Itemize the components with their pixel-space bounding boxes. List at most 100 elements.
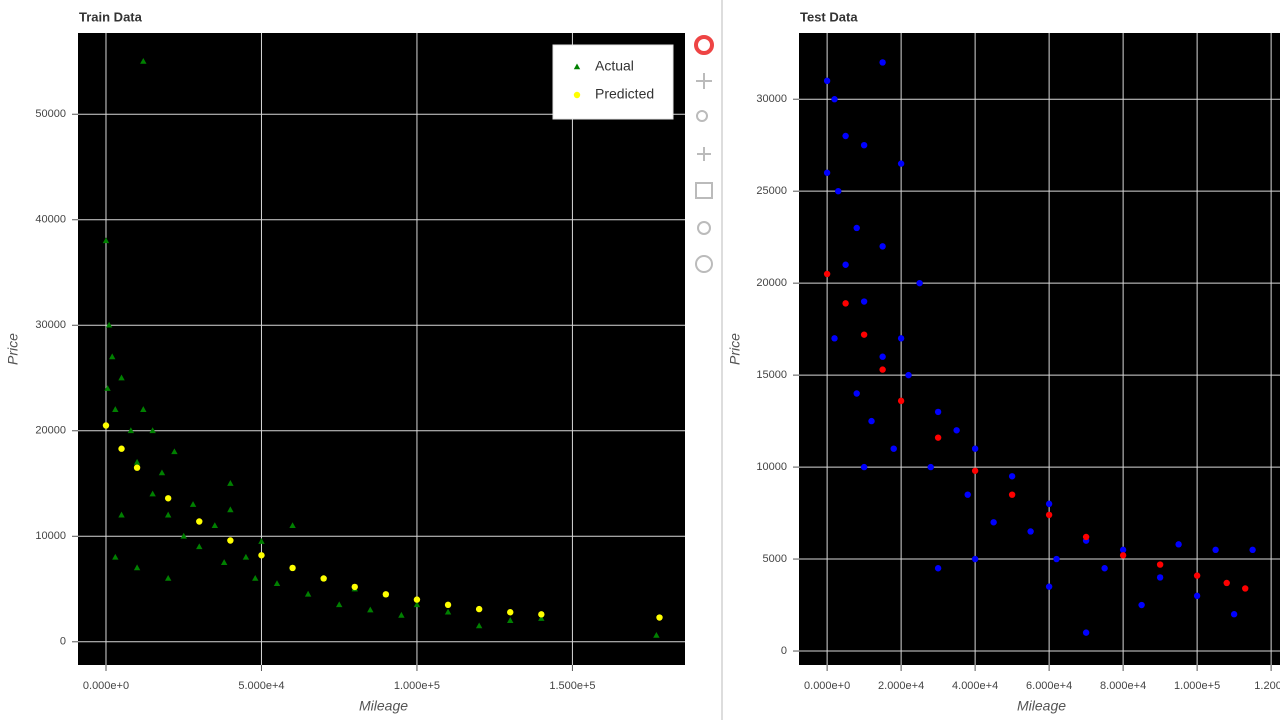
point xyxy=(879,59,886,66)
toolbar xyxy=(694,35,714,273)
y-tick-label: 0 xyxy=(781,645,787,657)
series xyxy=(823,59,1256,636)
x-tick-label: 4.000e+4 xyxy=(952,680,998,692)
point xyxy=(140,406,147,412)
point xyxy=(118,374,125,381)
point xyxy=(853,390,860,397)
point xyxy=(1156,561,1164,568)
point xyxy=(133,464,141,471)
x-tick-label: 0.000e+0 xyxy=(804,680,850,692)
point xyxy=(1045,511,1053,519)
point xyxy=(242,553,250,560)
point xyxy=(475,605,483,613)
point xyxy=(102,422,110,429)
x-tick-label: 1.000e+5 xyxy=(1174,680,1220,692)
point xyxy=(1008,491,1016,498)
point xyxy=(382,591,390,598)
point xyxy=(351,583,358,591)
point xyxy=(507,609,514,616)
point xyxy=(105,321,113,328)
point xyxy=(1175,541,1182,548)
save-tool[interactable] xyxy=(695,182,713,199)
point xyxy=(320,575,327,582)
point xyxy=(109,353,116,360)
legend-box xyxy=(552,44,674,120)
point xyxy=(180,532,187,539)
point xyxy=(656,614,663,621)
point xyxy=(227,537,234,544)
pan-tool[interactable] xyxy=(696,73,712,89)
point xyxy=(842,300,849,307)
point xyxy=(258,538,265,544)
help-tool[interactable] xyxy=(695,255,713,273)
y-axis-label: Price xyxy=(727,333,743,365)
y-tick-label: 20000 xyxy=(35,425,66,437)
y-tick-label: 20000 xyxy=(756,277,787,289)
legend-label: Predicted xyxy=(595,86,654,102)
point xyxy=(475,622,483,629)
point xyxy=(1230,611,1238,618)
point xyxy=(934,434,942,441)
y-tick-label: 10000 xyxy=(756,461,787,473)
point xyxy=(835,187,842,195)
point xyxy=(252,574,259,581)
x-tick-label: 2.000e+4 xyxy=(878,680,924,692)
point xyxy=(336,601,343,608)
legend-marker xyxy=(573,63,581,70)
point xyxy=(1045,500,1053,508)
series xyxy=(823,270,1249,592)
point xyxy=(953,427,960,434)
x-tick-label: 6.000e+4 xyxy=(1026,680,1072,692)
point xyxy=(133,564,141,571)
chart: Train Data 0.000e+0 5.000e+4 1.000e+5 1.500e… xyxy=(5,9,685,714)
point xyxy=(971,467,979,474)
point xyxy=(971,445,979,452)
point xyxy=(853,224,860,232)
point xyxy=(118,511,125,518)
point xyxy=(653,631,660,638)
point xyxy=(831,335,838,342)
point xyxy=(860,463,868,471)
point xyxy=(1249,546,1256,554)
point xyxy=(823,77,831,85)
point xyxy=(444,608,452,615)
point xyxy=(227,480,234,486)
point xyxy=(860,331,868,338)
y-tick-label: 30000 xyxy=(756,93,787,105)
x-tick-label: 8.000e+4 xyxy=(1100,680,1146,692)
x-tick-label: 0.000e+0 xyxy=(83,680,129,692)
point xyxy=(990,519,997,526)
point xyxy=(196,518,203,525)
legend: Actual Predicted xyxy=(552,44,674,120)
point xyxy=(258,552,265,559)
y-axis-label: Price xyxy=(5,333,21,365)
legend-label: Actual xyxy=(595,58,634,74)
x-tick-label: 1.200e xyxy=(1254,680,1280,692)
point xyxy=(964,491,971,498)
point xyxy=(102,237,110,244)
point xyxy=(860,142,868,149)
point xyxy=(831,96,838,103)
point xyxy=(1119,552,1127,559)
y-tick-label: 25000 xyxy=(756,185,787,197)
x-tick-label: 1.500e+5 xyxy=(549,680,595,692)
zoom-tool[interactable] xyxy=(696,110,708,122)
point xyxy=(934,408,942,416)
y-tick-label: 10000 xyxy=(35,530,66,542)
point xyxy=(140,57,147,64)
point xyxy=(860,298,868,305)
plot-area xyxy=(78,33,685,665)
point xyxy=(413,596,421,603)
x-tick-label: 1.000e+5 xyxy=(394,680,440,692)
point xyxy=(916,279,923,287)
bokeh-logo[interactable] xyxy=(694,35,714,55)
point xyxy=(133,458,141,465)
wheel-zoom-tool[interactable] xyxy=(697,147,711,161)
point xyxy=(196,543,203,550)
reset-tool[interactable] xyxy=(697,221,711,235)
chart-title: Train Data xyxy=(79,9,143,24)
point xyxy=(164,511,172,518)
point xyxy=(934,565,942,572)
point xyxy=(1008,473,1016,480)
point xyxy=(127,427,135,434)
